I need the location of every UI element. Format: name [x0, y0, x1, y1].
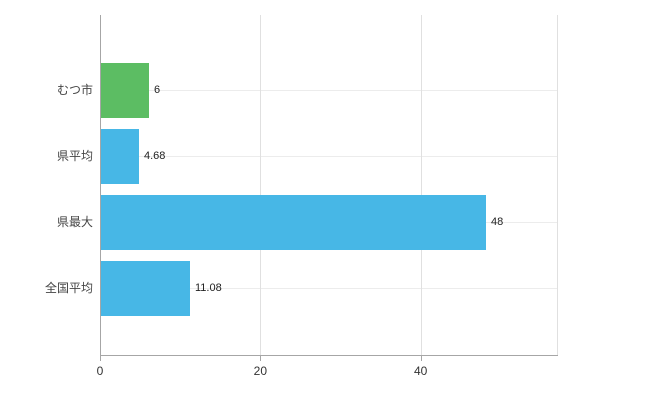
- bar: [101, 62, 149, 118]
- y-axis-line: [100, 15, 101, 355]
- x-tick-label: 0: [96, 364, 104, 378]
- bar: [101, 194, 486, 250]
- row-gridline: [100, 156, 557, 157]
- category-label: 県最大: [56, 215, 93, 229]
- x-axis-line: [100, 355, 558, 356]
- x-tick-mark: [100, 356, 101, 361]
- gridline-x: [260, 15, 262, 355]
- category-label: 県平均: [56, 149, 93, 163]
- plot-right-border: [557, 15, 558, 355]
- bar-value-label: 48: [491, 216, 504, 228]
- x-tick-label: 20: [253, 364, 268, 378]
- bar-value-label: 4.68: [144, 150, 166, 162]
- x-tick-label: 40: [414, 364, 428, 378]
- x-tick-mark: [420, 356, 422, 361]
- gridline-x: [420, 15, 422, 355]
- bar: [101, 128, 139, 184]
- bar: [101, 260, 190, 316]
- bar-value-label: 6: [154, 84, 161, 96]
- category-label: むつ市: [56, 83, 93, 97]
- category-label: 全国平均: [44, 281, 93, 295]
- bar-value-label: 11.08: [195, 282, 222, 294]
- row-gridline: [100, 288, 557, 289]
- x-tick-mark: [260, 356, 262, 361]
- row-gridline: [100, 90, 557, 91]
